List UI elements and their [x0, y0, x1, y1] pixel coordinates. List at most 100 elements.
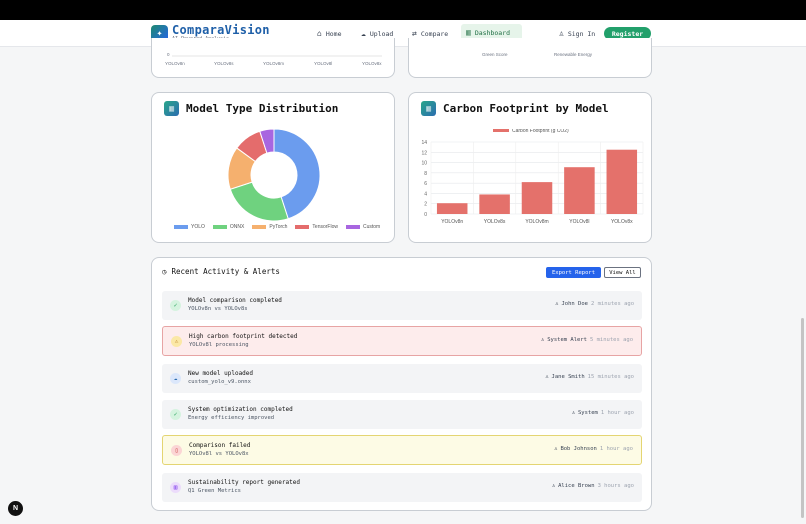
activity-title-text: Comparison failed: [189, 442, 251, 449]
nav-compare[interactable]: ⇄ Compare: [407, 24, 453, 43]
bar-chart-icon: ▥: [421, 101, 436, 116]
donut-slice-onnx[interactable]: [229, 181, 289, 222]
register-button[interactable]: Register: [604, 27, 651, 40]
upload-icon: ☁: [361, 29, 366, 38]
bar-yolov8n[interactable]: [436, 203, 468, 214]
activity-sub-text: Q1 Green Metrics: [188, 488, 241, 494]
carbon-bar-chart[interactable]: Carbon Footprint (g CO2) 0 2 4 6 8 10 12 14 YOLOv…: [409, 129, 653, 239]
legend-item[interactable]: PyTorch: [252, 224, 287, 230]
activity-sub-text: custom_yolo_v9.onnx: [188, 379, 251, 385]
y-tick-label: 2: [424, 202, 427, 208]
partial-tick: YOLOv8n: [165, 61, 185, 66]
nav-home-label: Home: [325, 29, 342, 38]
export-report-button[interactable]: Export Report: [546, 267, 601, 278]
y-tick-label: 12: [421, 150, 427, 156]
nav-compare-label: Compare: [420, 29, 449, 38]
partial-tick: YOLOv8s: [214, 61, 234, 66]
activity-header: ◷ Recent Activity & Alerts: [162, 267, 280, 276]
view-all-button[interactable]: View All: [604, 267, 641, 278]
bar-chart-icon: ▥: [170, 482, 181, 493]
activity-row[interactable]: ☁ New model uploaded custom_yolo_v9.onnx…: [162, 364, 642, 393]
activity-row[interactable]: ⚠ High carbon footprint detected YOLOv8l…: [162, 326, 642, 356]
activity-time: 5 minutes ago: [589, 337, 633, 343]
model-type-card: ▥ Model Type Distribution YOLO ONNX PyTorc…: [151, 92, 395, 243]
activity-user: System Alert: [547, 337, 587, 343]
donut-slice-yolo[interactable]: [273, 128, 321, 220]
legend-item[interactable]: TensorFlow: [295, 224, 338, 230]
activity-time: 2 minutes ago: [590, 301, 634, 307]
dev-tools-badge[interactable]: N: [8, 501, 23, 516]
user-icon: ♙: [554, 446, 558, 452]
activity-row[interactable]: ▯ Comparison failed YOLOv8l vs YOLOv8x ♙…: [162, 435, 642, 465]
activity-meta: ♙ Jane Smith 15 minutes ago: [545, 374, 634, 380]
y-tick-label: 6: [424, 181, 427, 187]
x-tick-label: YOLOv8s: [484, 219, 506, 225]
activity-row[interactable]: ✓ System optimization completed Energy e…: [162, 400, 642, 429]
nav-home[interactable]: ⌂ Home: [312, 24, 346, 43]
logo-icon[interactable]: ✦: [151, 25, 168, 42]
legend-item[interactable]: YOLO: [174, 224, 205, 230]
activity-user: Jane Smith: [551, 374, 585, 380]
carbon-title-wrap: ▥ Carbon Footprint by Model: [421, 101, 609, 116]
donut-slice-custom[interactable]: [259, 128, 275, 154]
legend-item[interactable]: Custom: [346, 224, 380, 230]
legend-swatch: [295, 224, 310, 229]
legend-label: YOLO: [191, 224, 205, 230]
partial-tick: YOLOv8x: [362, 61, 382, 66]
partial-right-tick: Green Score: [482, 52, 508, 57]
activity-meta: ♙ System 1 hour ago: [572, 410, 634, 416]
model-type-title-wrap: ▥ Model Type Distribution: [164, 101, 338, 116]
user-icon: ♙: [571, 410, 575, 416]
bar-chart-icon: ▥: [164, 101, 179, 116]
user-icon: ♙: [545, 374, 549, 380]
activity-meta: ♙ John Doe 2 minutes ago: [555, 301, 634, 307]
bar-yolov8l[interactable]: [564, 167, 595, 214]
y-tick-label: 0: [424, 212, 427, 218]
scrollbar[interactable]: [801, 318, 804, 518]
partial-right-tick: Renewable Energy: [554, 52, 593, 57]
legend-swatch: [493, 129, 509, 132]
bar-yolov8x[interactable]: [606, 149, 638, 214]
nav-upload[interactable]: ☁ Upload: [356, 24, 398, 43]
activity-time: 15 minutes ago: [587, 374, 634, 380]
activity-user: Alice Brown: [558, 483, 595, 489]
clock-icon: ◷: [162, 267, 167, 276]
partial-tick: YOLOv8l: [314, 61, 333, 66]
activity-title-text: New model uploaded: [188, 370, 254, 377]
legend-item[interactable]: ONNX: [212, 224, 244, 230]
carbon-title: Carbon Footprint by Model: [443, 102, 609, 115]
activity-sub-text: YOLOv8l vs YOLOv8x: [189, 451, 249, 457]
nav-signin-label: Sign In: [567, 29, 596, 38]
browser-top-bar: [0, 0, 806, 20]
bar-yolov8m[interactable]: [521, 182, 553, 214]
activity-row[interactable]: ✓ Model comparison completed YOLOv8n vs …: [162, 291, 642, 320]
legend-swatch: [174, 224, 188, 229]
activity-meta: ♙ System Alert 5 minutes ago: [541, 337, 633, 343]
nav-upload-label: Upload: [369, 29, 394, 38]
user-icon: ♙: [551, 483, 556, 489]
model-type-title: Model Type Distribution: [186, 102, 339, 115]
y-tick-label: 4: [424, 191, 427, 197]
legend-label: PyTorch: [269, 224, 288, 230]
nav-signin[interactable]: ♙ Sign In: [554, 24, 600, 43]
activity-time: 1 hour ago: [599, 446, 633, 452]
activity-user: System: [578, 410, 598, 416]
legend-label[interactable]: Carbon Footprint (g CO2): [512, 129, 569, 134]
activity-title-text: Sustainability report generated: [188, 479, 300, 486]
x-tick-label: YOLOv8x: [611, 219, 633, 225]
activity-row[interactable]: ▥ Sustainability report generated Q1 Gre…: [162, 473, 642, 502]
activity-user: Bob Johnson: [560, 446, 597, 452]
donut-chart[interactable]: [152, 127, 396, 227]
sustainability-card-partial: Green Score Renewable Energy: [408, 38, 652, 78]
bar-yolov8s[interactable]: [479, 194, 510, 214]
y-tick-label: 10: [421, 161, 427, 167]
x-tick-label: YOLOv8n: [441, 219, 463, 225]
activity-sub-text: Energy efficiency improved: [188, 415, 275, 421]
brand-title[interactable]: ComparaVision: [172, 23, 270, 37]
x-tick-label: YOLOv8m: [525, 219, 548, 225]
y-tick-label: 8: [424, 171, 427, 177]
activity-meta: ♙ Bob Johnson 1 hour ago: [554, 446, 633, 452]
activity-card: ◷ Recent Activity & Alerts Export Report…: [151, 257, 652, 511]
legend-swatch: [252, 224, 267, 229]
bar-chart-icon: ▥: [466, 28, 471, 37]
